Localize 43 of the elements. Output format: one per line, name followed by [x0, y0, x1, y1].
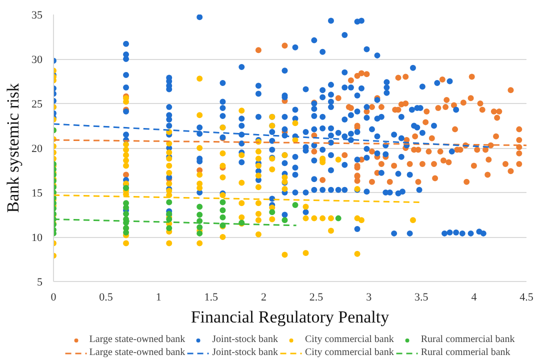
y-tick-label: 15 — [32, 188, 43, 200]
y-tick-label: 5 — [37, 276, 43, 288]
x-tick-label: 3 — [366, 292, 372, 304]
point — [196, 224, 203, 230]
point — [196, 212, 203, 218]
legend-label: City commercial bank — [304, 347, 394, 358]
y-tick-label: 25 — [32, 98, 43, 110]
x-tick-label: 3.5 — [414, 292, 429, 304]
x-tick-label: 4.5 — [520, 292, 534, 304]
y-tick-label: 20 — [32, 143, 43, 155]
x-tick-label: 4 — [471, 292, 478, 304]
legend-label: Rural commercial bank — [420, 334, 515, 345]
x-tick-label: 2 — [260, 292, 266, 304]
point — [196, 204, 203, 210]
point — [123, 210, 130, 217]
point — [196, 230, 203, 236]
point — [292, 202, 298, 208]
x-tick-label: 1.5 — [204, 292, 219, 304]
point — [220, 199, 226, 206]
point — [166, 199, 172, 206]
y-tick-label: 10 — [32, 232, 43, 244]
point — [335, 215, 342, 222]
point — [123, 230, 130, 236]
point — [220, 214, 226, 220]
x-axis-title: Financial Regulatory Penalty — [190, 308, 390, 326]
point — [282, 217, 288, 224]
legend-label: Joint-stock bank — [212, 347, 278, 358]
legend-label: Joint-stock bank — [212, 334, 278, 345]
y-tick-label: 30 — [32, 54, 43, 66]
x-tick-label: 1 — [156, 292, 162, 304]
point — [269, 209, 276, 216]
legend-label: Rural commerial bank — [420, 347, 510, 358]
x-tick-label: 0 — [50, 292, 57, 304]
legend-label: Large state-owned bank — [89, 334, 186, 345]
legend-label: City commercial bank — [304, 334, 394, 345]
legend-label: Large state-owned bank — [89, 347, 186, 358]
point — [166, 225, 172, 232]
y-tick-label: 35 — [32, 10, 43, 22]
point — [220, 207, 226, 214]
y-axis-title: Bank systemic risk — [4, 82, 22, 213]
x-tick-label: 0.5 — [99, 292, 114, 304]
point — [123, 204, 130, 211]
x-tick-label: 2.5 — [309, 292, 324, 304]
